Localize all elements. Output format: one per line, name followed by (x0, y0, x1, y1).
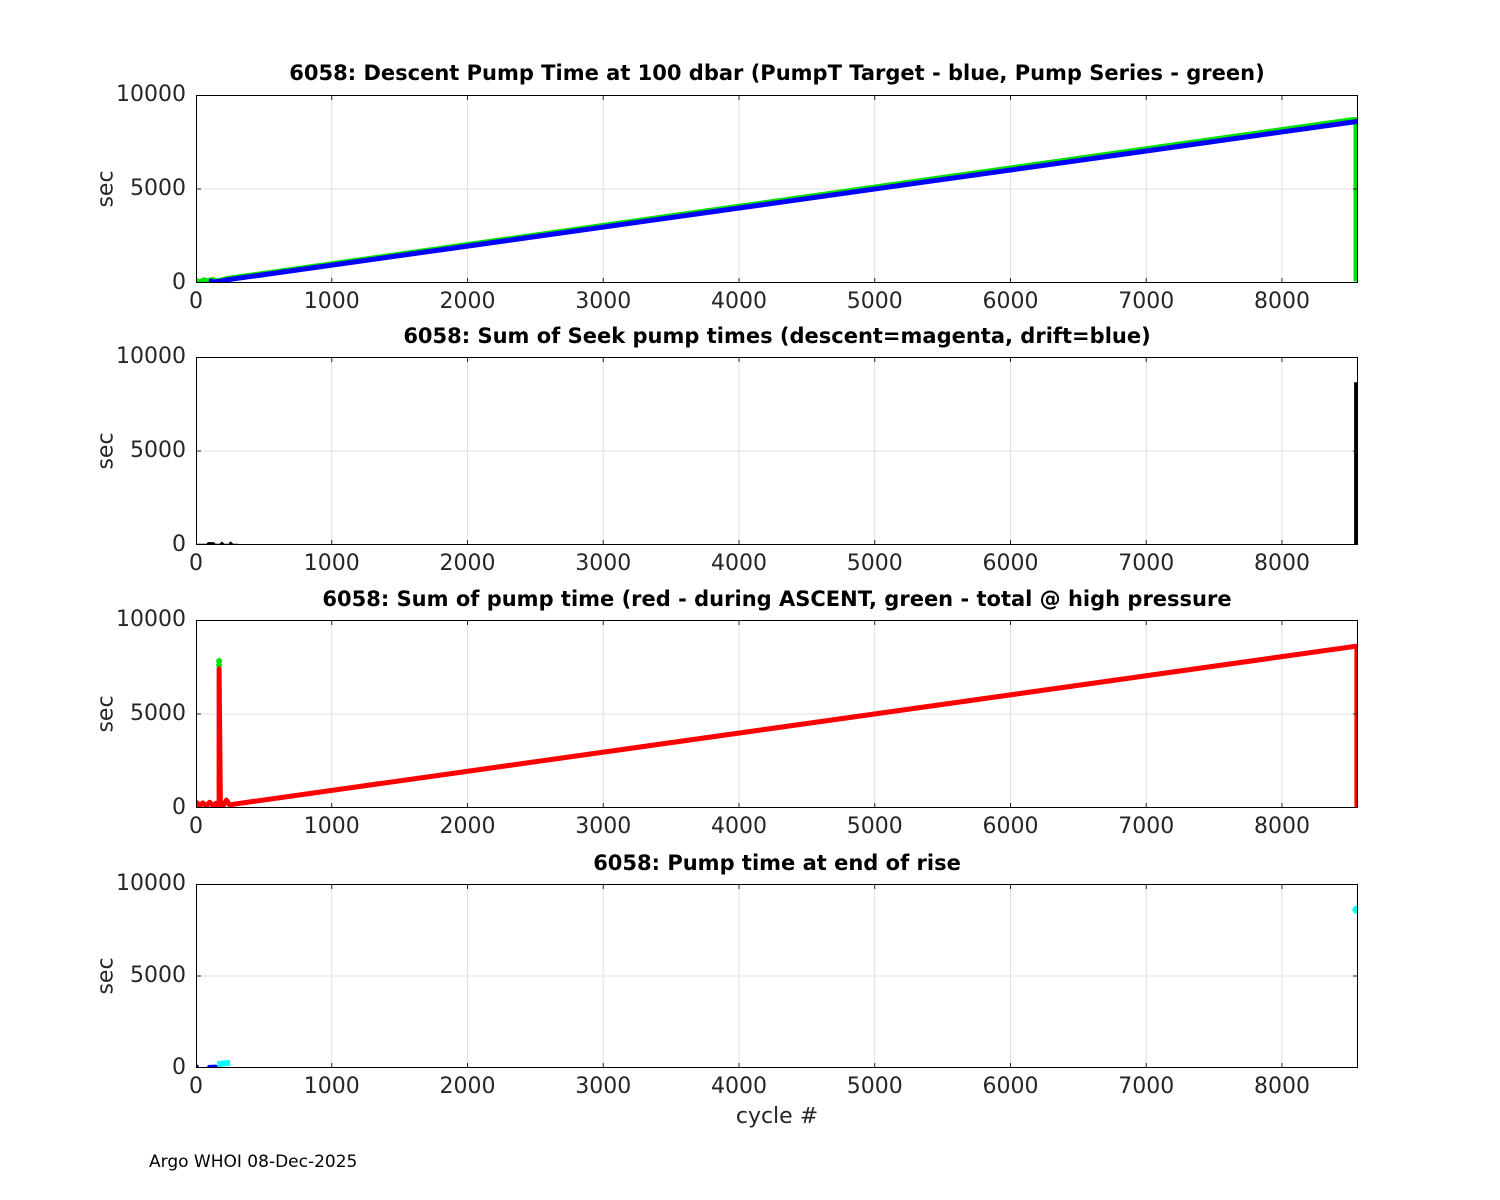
x-tick-label: 1000 (303, 551, 360, 576)
x-tick-label: 5000 (846, 1074, 903, 1099)
x-tick-label: 3000 (575, 1074, 632, 1099)
series-ascent-pump-red (196, 643, 1358, 808)
x-tick-label: 8000 (1253, 551, 1310, 576)
series-end-rise-cyan-final (1352, 905, 1358, 914)
x-tick-label: 0 (189, 551, 203, 576)
x-tick-label: 4000 (710, 551, 767, 576)
series-end-rise-cyan (216, 1060, 231, 1068)
x-tick-label: 2000 (439, 289, 496, 314)
y-tick-label: 5000 (130, 701, 186, 726)
chart-4-title: 6058: Pump time at end of rise (593, 851, 961, 875)
chart-2-title: 6058: Sum of Seek pump times (descent=ma… (403, 324, 1151, 348)
chart-3-plot-area (196, 620, 1358, 808)
x-tick-label: 2000 (439, 1074, 496, 1099)
x-tick-label: 8000 (1253, 814, 1310, 839)
y-tick-label: 10000 (116, 82, 186, 107)
x-tick-label: 7000 (1118, 814, 1175, 839)
y-tick-label: 5000 (130, 176, 186, 201)
y-tick-label: 10000 (116, 871, 186, 896)
chart-4-plot-area (196, 884, 1358, 1068)
x-tick-label: 6000 (982, 551, 1039, 576)
x-tick-label: 4000 (710, 1074, 767, 1099)
x-tick-label: 1000 (303, 289, 360, 314)
series-pumpt-target-blue (208, 118, 1358, 283)
y-tick-label: 0 (172, 1055, 186, 1080)
x-tick-label: 0 (189, 814, 203, 839)
x-tick-label: 6000 (982, 289, 1039, 314)
x-tick-label: 6000 (982, 1074, 1039, 1099)
x-tick-label: 8000 (1253, 289, 1310, 314)
chart-3-title: 6058: Sum of pump time (red - during ASC… (322, 587, 1232, 611)
x-tick-label: 7000 (1118, 289, 1175, 314)
x-axis-label: cycle # (735, 1104, 819, 1129)
x-tick-label: 1000 (303, 1074, 360, 1099)
x-tick-label: 7000 (1118, 1074, 1175, 1099)
y-tick-label: 0 (172, 795, 186, 820)
x-tick-label: 4000 (710, 289, 767, 314)
x-tick-label: 3000 (575, 289, 632, 314)
series-seek-pump-low-values (196, 541, 239, 545)
x-tick-label: 6000 (982, 814, 1039, 839)
y-tick-label: 0 (172, 532, 186, 557)
chart-2-plot-area (196, 357, 1358, 545)
chart-1-title: 6058: Descent Pump Time at 100 dbar (Pum… (289, 61, 1265, 85)
x-tick-label: 5000 (846, 289, 903, 314)
x-tick-label: 4000 (710, 814, 767, 839)
figure-footer: Argo WHOI 08-Dec-2025 (149, 1152, 358, 1172)
y-tick-label: 0 (172, 270, 186, 295)
x-tick-label: 0 (189, 1074, 203, 1099)
x-tick-label: 2000 (439, 551, 496, 576)
x-tick-label: 3000 (575, 814, 632, 839)
x-tick-label: 3000 (575, 551, 632, 576)
chart-1-plot-area (196, 95, 1358, 283)
x-tick-label: 5000 (846, 551, 903, 576)
x-tick-label: 2000 (439, 814, 496, 839)
x-tick-label: 7000 (1118, 551, 1175, 576)
x-tick-label: 1000 (303, 814, 360, 839)
y-tick-label: 10000 (116, 607, 186, 632)
x-tick-label: 0 (189, 289, 203, 314)
x-tick-label: 5000 (846, 814, 903, 839)
y-tick-label: 10000 (116, 344, 186, 369)
x-tick-label: 8000 (1253, 1074, 1310, 1099)
series-total-high-pressure-green-dots (216, 658, 223, 669)
y-tick-label: 5000 (130, 963, 186, 988)
y-tick-label: 5000 (130, 438, 186, 463)
